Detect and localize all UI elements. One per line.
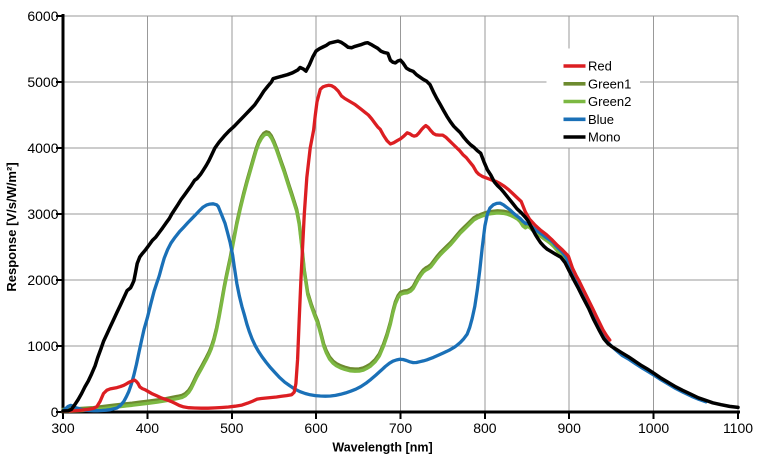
svg-text:700: 700 xyxy=(389,420,413,436)
svg-text:Green2: Green2 xyxy=(588,94,631,109)
svg-text:900: 900 xyxy=(558,420,582,436)
svg-text:300: 300 xyxy=(51,420,75,436)
svg-text:0: 0 xyxy=(51,404,59,420)
svg-text:5000: 5000 xyxy=(27,74,58,90)
svg-text:800: 800 xyxy=(473,420,497,436)
svg-text:2000: 2000 xyxy=(27,272,58,288)
svg-text:Green1: Green1 xyxy=(588,76,631,91)
svg-text:Wavelength [nm]: Wavelength [nm] xyxy=(332,441,432,455)
svg-text:600: 600 xyxy=(304,420,328,436)
svg-text:1100: 1100 xyxy=(723,420,753,436)
svg-text:4000: 4000 xyxy=(27,140,58,156)
svg-text:400: 400 xyxy=(136,420,160,436)
svg-text:1000: 1000 xyxy=(27,338,58,354)
svg-text:Blue: Blue xyxy=(588,112,614,127)
svg-text:500: 500 xyxy=(220,420,244,436)
svg-text:Mono: Mono xyxy=(588,130,621,145)
svg-text:Red: Red xyxy=(588,59,612,74)
svg-text:6000: 6000 xyxy=(27,8,58,24)
svg-text:1000: 1000 xyxy=(638,420,669,436)
svg-text:Response [V/s/W/m²]: Response [V/s/W/m²] xyxy=(4,162,19,291)
svg-text:3000: 3000 xyxy=(27,206,58,222)
